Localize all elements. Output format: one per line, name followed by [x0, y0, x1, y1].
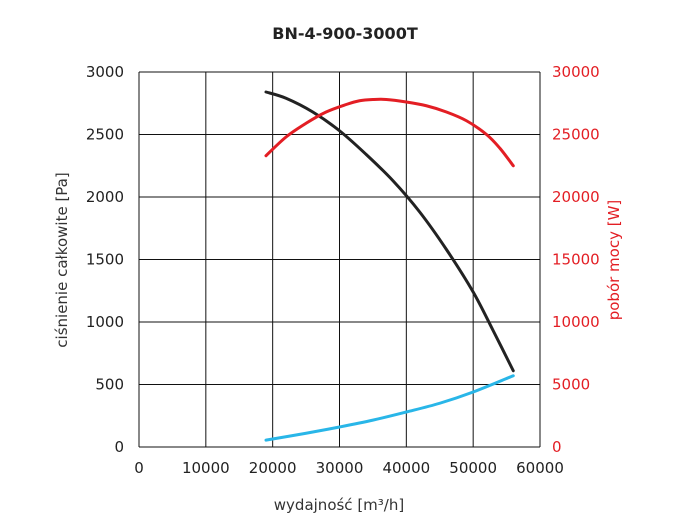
y-axis-right: 0 5000 10000 15000 20000 25000 30000 — [552, 63, 600, 456]
y-tick-label-right: 5000 — [552, 376, 590, 394]
y-tick-label-right: 20000 — [552, 188, 600, 206]
x-tick-label: 50000 — [449, 459, 497, 477]
y-tick-label-right: 15000 — [552, 251, 600, 269]
series-line-power — [264, 97, 515, 168]
y-axis-label-right: pobór mocy [W] — [605, 200, 623, 321]
y-tick-label-left: 2000 — [86, 188, 124, 206]
y-tick-label-right: 25000 — [552, 126, 600, 144]
series-layer — [264, 90, 515, 442]
x-axis-label: wydajność [m³/h] — [274, 496, 404, 514]
chart-title: BN-4-900-3000T — [272, 24, 418, 43]
y-tick-label-left: 1000 — [86, 313, 124, 331]
series-line-pressure — [264, 90, 515, 373]
x-tick-label: 20000 — [249, 459, 297, 477]
grid — [138, 71, 541, 448]
y-tick-label-right: 0 — [552, 438, 562, 456]
y-tick-label-left: 1500 — [86, 251, 124, 269]
y-tick-label-left: 3000 — [86, 63, 124, 81]
x-tick-label: 60000 — [516, 459, 564, 477]
y-tick-label-right: 10000 — [552, 313, 600, 331]
x-tick-label: 10000 — [182, 459, 230, 477]
y-axis-left: 0 500 1000 1500 2000 2500 3000 — [86, 63, 124, 456]
y-tick-label-left: 0 — [114, 438, 124, 456]
y-axis-label-left: ciśnienie całkowite [Pa] — [53, 172, 71, 347]
series-line-dynamic — [264, 374, 515, 442]
x-tick-label: 40000 — [382, 459, 430, 477]
y-tick-label-left: 2500 — [86, 126, 124, 144]
y-tick-label-right: 30000 — [552, 63, 600, 81]
x-tick-label: 30000 — [316, 459, 364, 477]
x-axis: 0 10000 20000 30000 40000 50000 60000 — [134, 459, 564, 477]
x-tick-label: 0 — [134, 459, 144, 477]
y-tick-label-left: 500 — [95, 376, 124, 394]
